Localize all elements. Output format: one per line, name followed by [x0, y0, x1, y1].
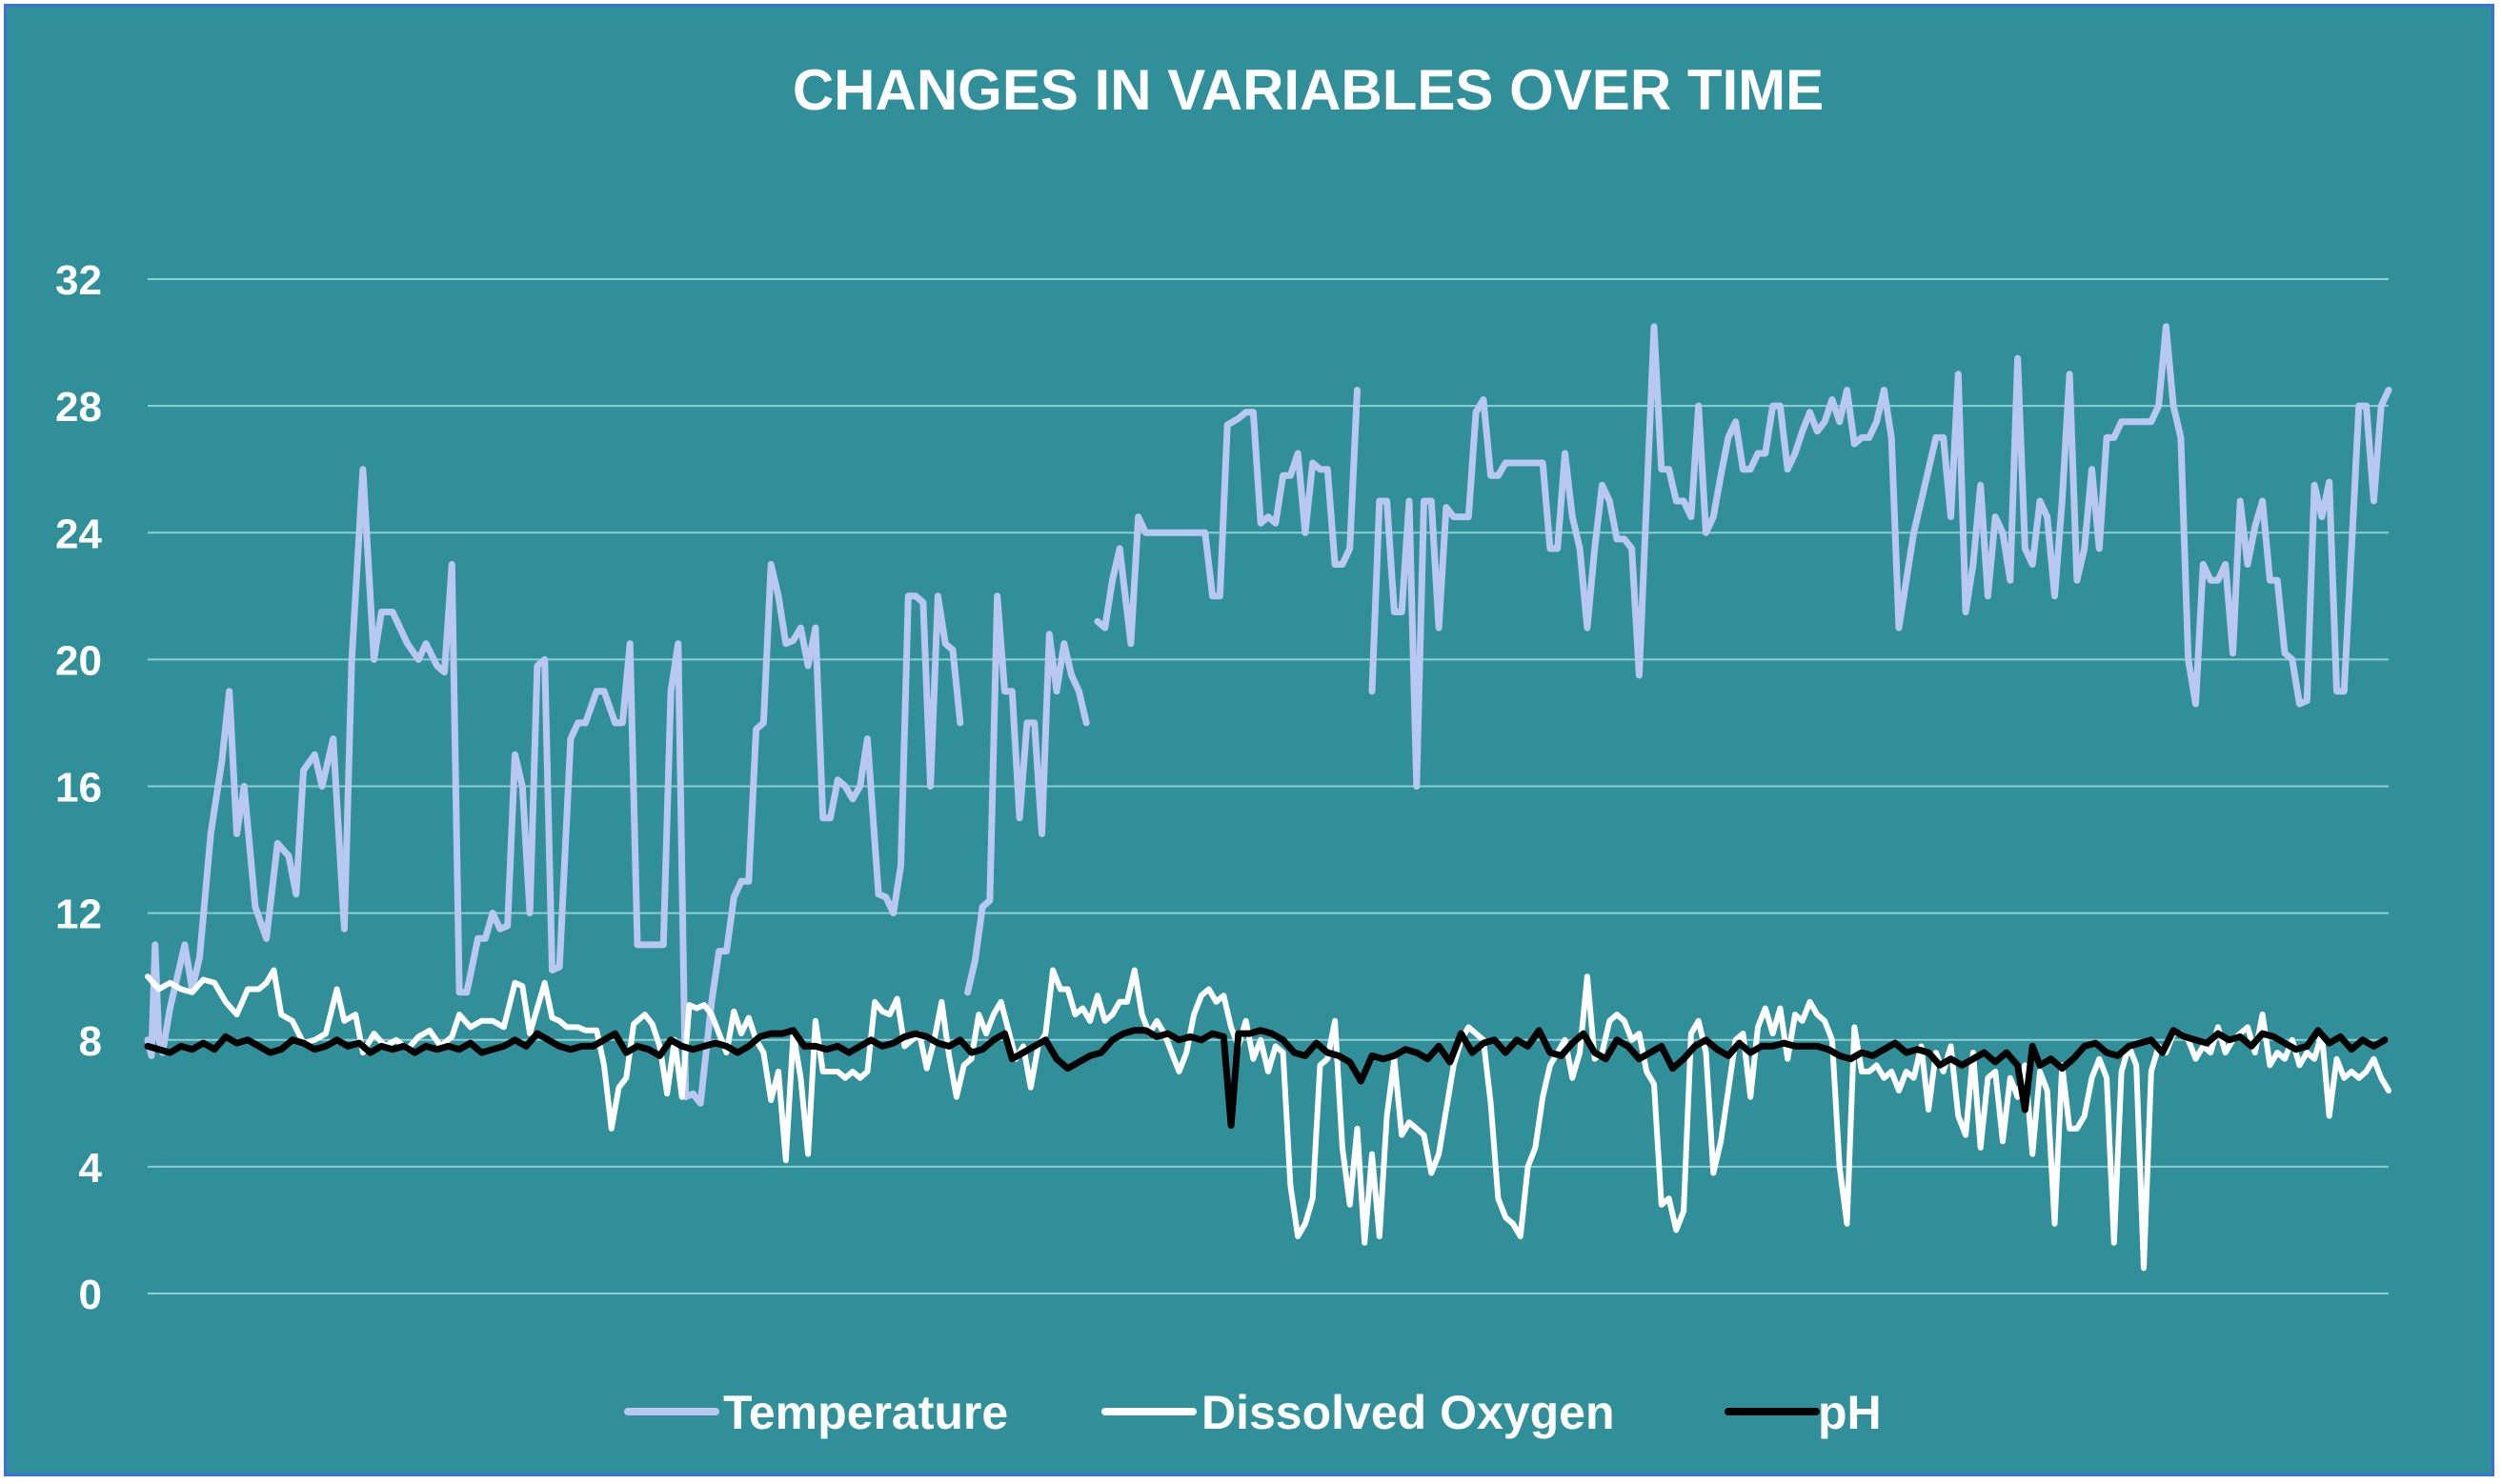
y-tick-label: 28 — [55, 384, 102, 431]
y-tick-label: 20 — [55, 637, 102, 684]
legend-label: Dissolved Oxygen — [1201, 1386, 1615, 1439]
y-tick-label: 16 — [55, 765, 102, 812]
series-line-temperature — [144, 323, 2392, 1107]
legend-label: Temperature — [723, 1386, 1008, 1439]
legend-label: pH — [1818, 1386, 1882, 1439]
chart-frame: CHANGES IN VARIABLES OVER TIME 0 4 8 12 16 20… — [4, 4, 2494, 1476]
y-tick-label: 24 — [55, 511, 102, 557]
y-tick-label: 12 — [55, 892, 102, 938]
legend: Temperature Dissolved Oxygen pH — [624, 1386, 1882, 1439]
series-line-ph — [144, 1027, 2389, 1130]
y-axis-tick-labels: 0 4 8 12 16 20 24 28 32 — [55, 257, 102, 1318]
series-line-dissolved-oxygen — [145, 967, 2391, 1272]
y-tick-label: 8 — [79, 1018, 102, 1065]
series-lines — [144, 323, 2392, 1272]
line-chart: CHANGES IN VARIABLES OVER TIME 0 4 8 12 16 20… — [55, 58, 2392, 1439]
y-tick-label: 4 — [79, 1145, 103, 1192]
chart-title: CHANGES IN VARIABLES OVER TIME — [793, 58, 1824, 122]
y-tick-label: 0 — [79, 1272, 102, 1318]
y-tick-label: 32 — [55, 257, 102, 304]
